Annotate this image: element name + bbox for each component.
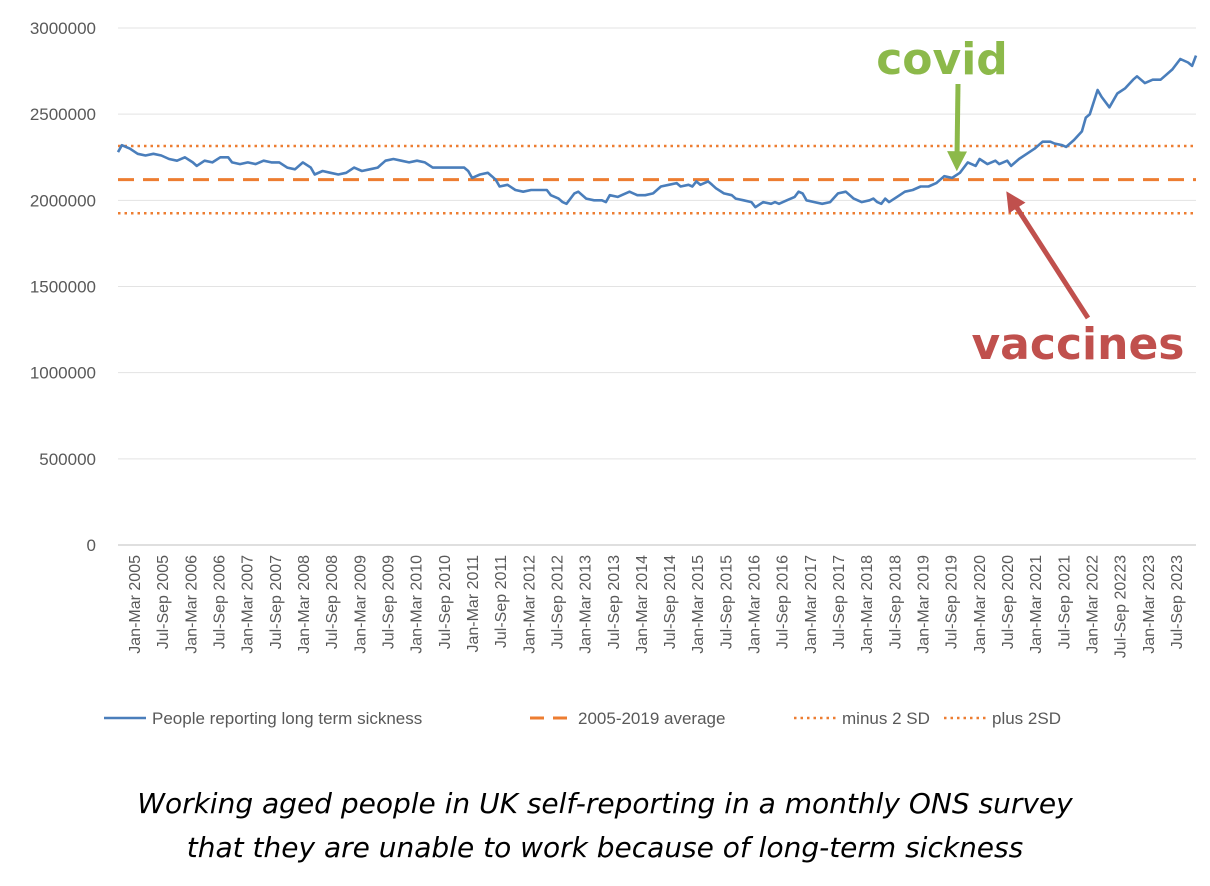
- gridlines: [118, 27, 1196, 546]
- y-tick-label: 500000: [39, 450, 96, 469]
- x-tick-label: Jul-Sep 2010: [437, 555, 454, 649]
- y-tick-label: 1500000: [30, 278, 96, 297]
- x-tick-label: Jul-Sep 2018: [887, 555, 904, 649]
- x-tick-label: Jul-Sep 2011: [493, 555, 510, 648]
- x-tick-label: Jan-Mar 2020: [972, 555, 989, 654]
- x-tick-label: Jul-Sep 2019: [944, 555, 961, 649]
- x-tick-label: Jul-Sep 2006: [212, 555, 229, 649]
- x-tick-label: Jan-Mar 2012: [521, 555, 538, 654]
- y-tick-label: 0: [87, 536, 96, 555]
- x-tick-label: Jul-Sep 2017: [831, 555, 848, 649]
- x-tick-label: Jan-Mar 2007: [240, 555, 257, 654]
- x-tick-label: Jan-Mar 2019: [916, 555, 933, 654]
- y-tick-label: 1000000: [30, 364, 96, 383]
- x-tick-label: Jan-Mar 2013: [578, 555, 595, 654]
- x-tick-label: Jan-Mar 2011: [465, 555, 482, 653]
- x-tick-label: Jul-Sep 2008: [324, 555, 341, 649]
- x-tick-label: Jul-Sep 2016: [775, 555, 792, 649]
- y-axis-ticks: 0 500000 1000000 1500000 2000000 2500000 30000…: [30, 19, 96, 555]
- x-tick-label: Jan-Mar 2014: [634, 555, 651, 654]
- x-tick-label: Jan-Mar 2009: [352, 555, 369, 654]
- x-tick-label: Jan-Mar 2016: [747, 555, 764, 654]
- caption-line-2: that they are unable to work because of …: [186, 831, 1024, 864]
- x-tick-label: Jan-Mar 2022: [1084, 555, 1101, 654]
- x-tick-label: Jul-Sep 2013: [606, 555, 623, 649]
- legend-label: People reporting long term sickness: [152, 709, 422, 728]
- x-tick-label: Jul-Sep 2009: [381, 555, 398, 649]
- x-tick-label: Jul-Sep 2005: [155, 555, 172, 649]
- x-tick-label: Jan-Mar 2006: [183, 555, 200, 654]
- x-tick-label: Jan-Mar 2021: [1028, 555, 1045, 654]
- y-tick-label: 2500000: [30, 105, 96, 124]
- x-tick-label: Jul-Sep 2023: [1169, 555, 1186, 649]
- series-line-long-term-sickness: [116, 55, 1198, 209]
- x-tick-label: Jul-Sep 2014: [662, 555, 679, 649]
- annotation-vaccines: vaccines: [972, 319, 1185, 370]
- x-tick-label: Jul-Sep 2007: [268, 555, 285, 649]
- y-tick-label: 2000000: [30, 191, 96, 210]
- reference-lines: [118, 144, 1196, 215]
- x-tick-label: Jul-Sep 2015: [718, 555, 735, 649]
- x-tick-label: Jan-Mar 2017: [803, 555, 820, 654]
- chart: 0 500000 1000000 1500000 2000000 2500000 30000…: [30, 19, 1198, 728]
- legend-label: 2005-2019 average: [578, 709, 725, 728]
- caption-line-1: Working aged people in UK self-reporting…: [137, 787, 1073, 820]
- x-axis-ticks: Jan-Mar 2005 Jul-Sep 2005 Jan-Mar 2006 Jul-…: [127, 555, 1186, 658]
- legend-label: minus 2 SD: [842, 709, 930, 728]
- x-tick-label: Jul-Sep 2021: [1056, 555, 1073, 649]
- series-lines: [116, 55, 1198, 209]
- y-tick-label: 3000000: [30, 19, 96, 38]
- x-tick-label: Jan-Mar 2005: [127, 555, 144, 654]
- x-tick-label: Jan-Mar 2010: [409, 555, 426, 654]
- covid-arrow: [947, 83, 968, 172]
- x-tick-label: Jan-Mar 2018: [859, 555, 876, 654]
- vaccines-arrow: [1006, 191, 1091, 320]
- x-tick-label: Jul-Sep 20223: [1113, 555, 1130, 658]
- x-tick-label: Jan-Mar 2023: [1141, 555, 1158, 654]
- legend-label: plus 2SD: [992, 709, 1061, 728]
- x-tick-label: Jan-Mar 2008: [296, 555, 313, 654]
- annotations: covid vaccines: [876, 34, 1184, 370]
- annotation-covid: covid: [876, 34, 1008, 85]
- caption: Working aged people in UK self-reporting…: [0, 782, 1210, 870]
- x-tick-label: Jul-Sep 2020: [1000, 555, 1017, 649]
- x-tick-label: Jan-Mar 2015: [690, 555, 707, 654]
- x-tick-label: Jul-Sep 2012: [549, 555, 566, 649]
- legend: People reporting long term sickness 2005-…: [104, 709, 1061, 728]
